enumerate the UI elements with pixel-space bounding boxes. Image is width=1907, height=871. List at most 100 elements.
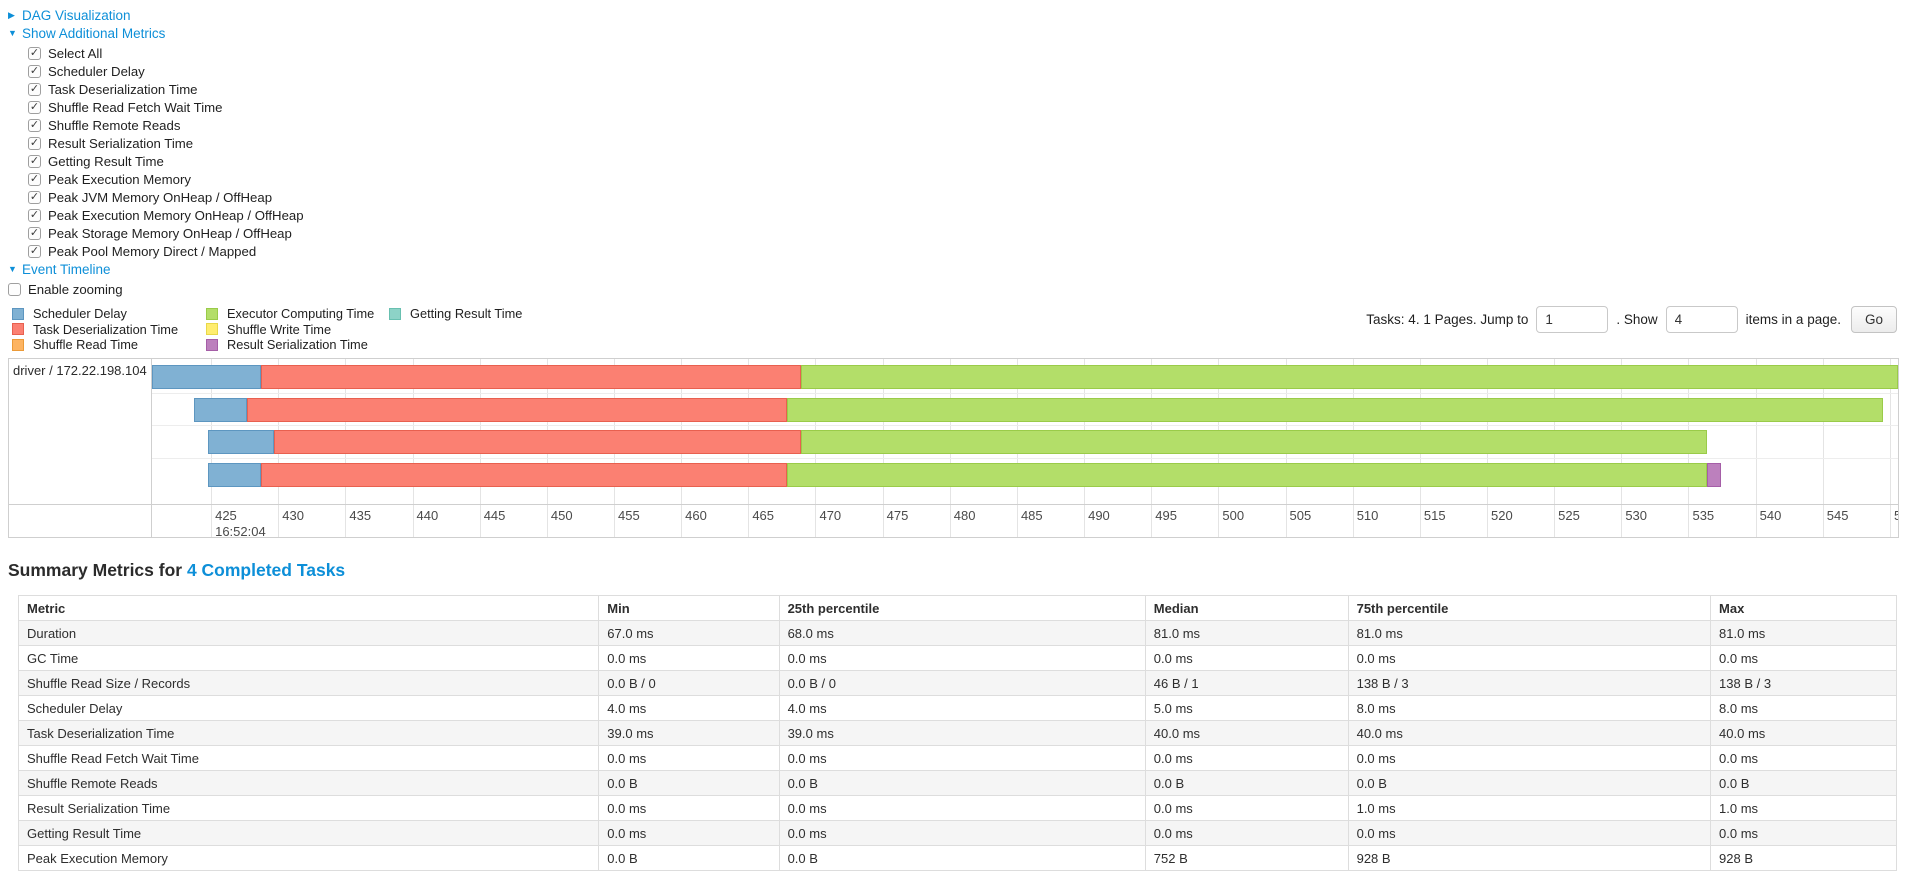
row-separator	[152, 458, 1898, 459]
axis-tick-label: 510	[1356, 508, 1379, 523]
metric-checkbox[interactable]	[28, 100, 41, 114]
jump-to-page-input[interactable]	[1536, 306, 1609, 333]
metric-value-cell: 40.0 ms	[1347, 720, 1712, 746]
task-bar-task-deserialization[interactable]	[274, 430, 801, 454]
table-row: Shuffle Remote Reads 0.0 B 0.0 B 0.0 B 0.0 B…	[17, 770, 1897, 796]
completed-tasks-link[interactable]: 4 Completed Tasks	[186, 560, 346, 580]
axis-tick-label: 505	[1289, 508, 1312, 523]
task-bar-scheduler-delay[interactable]	[208, 430, 275, 454]
metric-value-cell: 0.0 B	[1710, 770, 1897, 796]
metric-checkbox[interactable]	[28, 172, 41, 186]
metric-checkbox[interactable]	[28, 244, 41, 258]
legend-label: Scheduler Delay	[33, 306, 127, 322]
event-timeline-toggle[interactable]: ▼ Event Timeline	[8, 262, 1899, 277]
metric-checkbox[interactable]	[28, 208, 41, 222]
additional-metrics-list: Select All Scheduler Delay Task Deserializ…	[8, 44, 1899, 260]
metric-value-cell: 8.0 ms	[1710, 695, 1897, 721]
timeline-legend-column-3: Getting Result Time	[389, 306, 522, 322]
dag-visualization-toggle[interactable]: ▶ DAG Visualization	[8, 8, 1899, 23]
axis-tick-label: 535	[1692, 508, 1715, 523]
metric-value-cell: 928 B	[1710, 845, 1897, 871]
column-header: Max	[1710, 595, 1897, 621]
axis-tick-label: 430	[282, 508, 304, 523]
metric-checkbox-label: Result Serialization Time	[48, 135, 194, 151]
timeline-plot[interactable]: 425 16:52:04 430 435 440 445 450 455 460 465 470 47…	[152, 359, 1898, 537]
task-bar-executor-computing[interactable]	[800, 430, 1708, 454]
axis-tick-label: 515	[1423, 508, 1446, 523]
task-bar-executor-computing[interactable]	[800, 365, 1898, 389]
metric-checkbox-row: Shuffle Read Fetch Wait Time	[28, 98, 1899, 116]
axis-tick-label: 470	[819, 508, 842, 523]
metric-checkbox[interactable]	[28, 118, 41, 132]
axis-tick-label: 480	[953, 508, 976, 523]
metric-checkbox-label: Getting Result Time	[48, 153, 164, 169]
metric-checkbox[interactable]	[28, 154, 41, 168]
task-bar-scheduler-delay[interactable]	[152, 365, 261, 389]
metric-checkbox[interactable]	[28, 226, 41, 240]
axis-tick-label: 455	[618, 508, 640, 523]
metric-checkbox[interactable]	[28, 46, 41, 60]
axis-tick-label: 525	[1558, 508, 1580, 523]
metric-checkbox-row: Shuffle Remote Reads	[28, 116, 1899, 134]
metric-checkbox[interactable]	[28, 136, 41, 150]
metric-value-cell: 4.0 ms	[778, 695, 1146, 721]
axis-tick-label: 475	[886, 508, 909, 523]
summary-title-text: Summary Metrics for	[8, 560, 187, 580]
metric-value-cell: 39.0 ms	[778, 720, 1146, 746]
axis-tick-label: 540	[1759, 508, 1782, 523]
metric-checkbox-row: Getting Result Time	[28, 152, 1899, 170]
metric-checkbox[interactable]	[28, 82, 41, 96]
metric-value-cell: 0.0 ms	[598, 795, 780, 821]
metric-checkbox[interactable]	[28, 190, 41, 204]
task-bar-result-serialization[interactable]	[1707, 463, 1721, 487]
table-row: Task Deserialization Time 39.0 ms 39.0 ms 4…	[17, 720, 1897, 746]
task-bar-task-deserialization[interactable]	[247, 398, 788, 422]
table-row: Getting Result Time 0.0 ms 0.0 ms 0.0 ms 0.0…	[17, 820, 1897, 846]
legend-item-task-deserialization: Task Deserialization Time	[12, 322, 178, 338]
metric-value-cell: 138 B / 3	[1710, 670, 1897, 696]
summary-metrics-table: Metric Min 25th percentile Median 75th perce…	[17, 595, 1897, 871]
table-header-row: Metric Min 25th percentile Median 75th perce…	[17, 595, 1897, 621]
metric-value-cell: 0.0 ms	[1347, 820, 1712, 846]
axis-separator	[9, 504, 1898, 505]
show-additional-metrics-toggle[interactable]: ▼ Show Additional Metrics	[8, 26, 1899, 41]
summary-metrics-title: Summary Metrics for 4 Completed Tasks	[8, 560, 1899, 581]
metric-value-cell: 0.0 B / 0	[598, 670, 780, 696]
metric-name-cell: Task Deserialization Time	[17, 720, 600, 746]
axis-tick-label: 520	[1491, 508, 1513, 523]
metric-name-cell: Peak Execution Memory	[17, 845, 600, 871]
metric-checkbox[interactable]	[28, 64, 41, 78]
task-bar-scheduler-delay[interactable]	[208, 463, 261, 487]
metric-value-cell: 81.0 ms	[1710, 620, 1897, 646]
task-bar-scheduler-delay[interactable]	[193, 398, 248, 422]
task-bar-executor-computing[interactable]	[787, 398, 1884, 422]
metric-value-cell: 0.0 ms	[1710, 645, 1897, 671]
task-bar-task-deserialization[interactable]	[260, 365, 801, 389]
metric-value-cell: 0.0 ms	[778, 645, 1146, 671]
metric-value-cell: 0.0 B	[1347, 770, 1712, 796]
metric-checkbox-label: Peak Execution Memory	[48, 171, 191, 187]
task-count-text: Tasks: 4. 1 Pages. Jump to	[1366, 312, 1529, 327]
metric-value-cell: 67.0 ms	[598, 620, 780, 646]
metric-checkbox-row: Peak JVM Memory OnHeap / OffHeap	[28, 188, 1899, 206]
metric-checkbox-label: Peak Pool Memory Direct / Mapped	[48, 243, 257, 259]
page-size-input[interactable]	[1665, 306, 1738, 333]
show-additional-metrics-label: Show Additional Metrics	[22, 26, 166, 41]
metric-name-cell: Shuffle Remote Reads	[17, 770, 600, 796]
task-bar-executor-computing[interactable]	[787, 463, 1708, 487]
metric-name-cell: Shuffle Read Size / Records	[17, 670, 600, 696]
legend-swatch-icon	[206, 338, 218, 351]
legend-label: Shuffle Write Time	[227, 321, 332, 337]
metric-name-cell: Scheduler Delay	[17, 695, 600, 721]
timeline-group-column: driver / 172.22.198.104	[9, 359, 152, 537]
metric-value-cell: 39.0 ms	[598, 720, 780, 746]
metric-checkbox-label: Peak Execution Memory OnHeap / OffHeap	[48, 207, 304, 223]
metric-value-cell: 81.0 ms	[1144, 620, 1349, 646]
metric-value-cell: 0.0 ms	[598, 745, 780, 771]
metric-value-cell: 5.0 ms	[1144, 695, 1349, 721]
go-button[interactable]: Go	[1850, 306, 1897, 333]
enable-zooming-checkbox[interactable]	[8, 282, 21, 296]
legend-label: Executor Computing Time	[227, 306, 375, 322]
axis-tick-label: 495	[1155, 508, 1177, 523]
task-bar-task-deserialization[interactable]	[260, 463, 788, 487]
